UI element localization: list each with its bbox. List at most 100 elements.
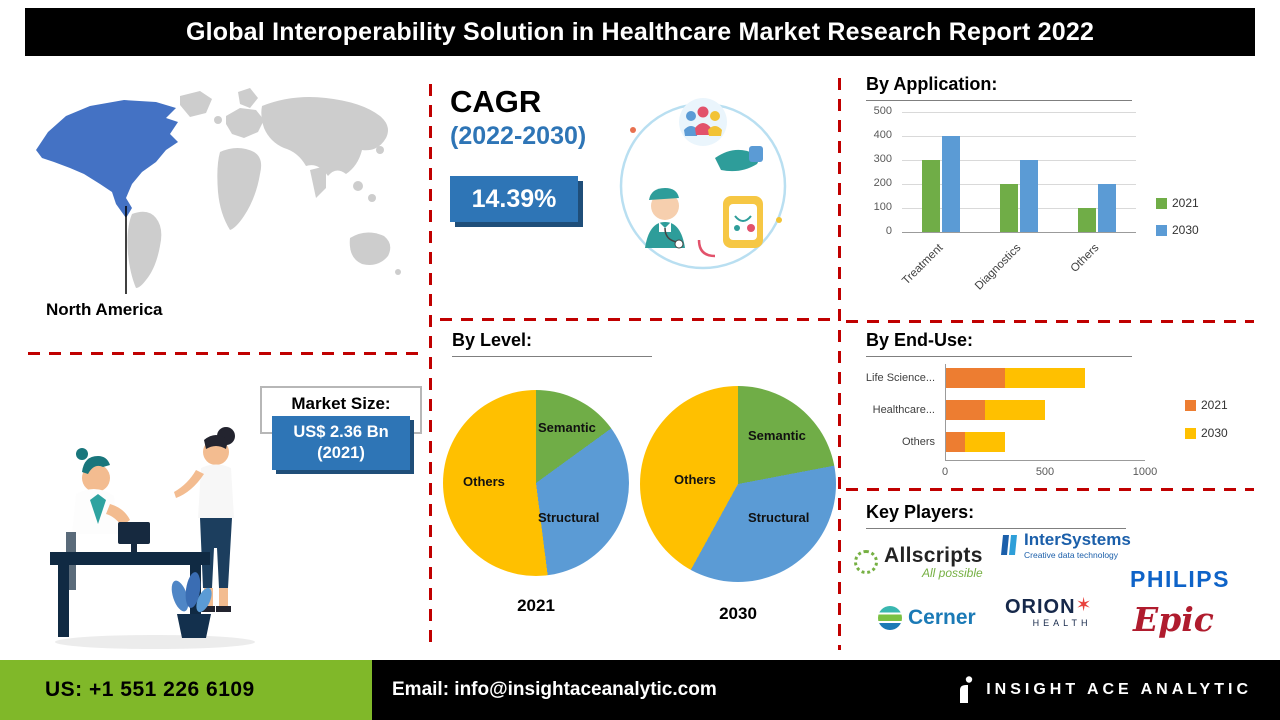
pie-chart-2021: Semantic Structural Others (443, 390, 629, 576)
y-tick-label: 100 (873, 201, 892, 213)
logo-cerner: Cerner (878, 606, 976, 630)
x-category-label: Others (1068, 242, 1102, 275)
healthcare-circle-illustration (619, 98, 787, 270)
pie-label-others: Others (674, 472, 716, 487)
epic-wordmark: Epic (1133, 600, 1214, 639)
philips-wordmark: PHILIPS (1130, 566, 1230, 592)
map-australia (349, 232, 391, 265)
segment-2021 (945, 368, 1005, 388)
market-size-year: (2021) (317, 443, 365, 462)
email-address: Email: info@insightaceanalytic.com (392, 679, 717, 700)
logo-intersystems: InterSystems Creative data technology (1000, 530, 1131, 560)
region-label-north-america: North America (46, 300, 163, 319)
brand: INSIGHT ACE ANALYTIC (953, 675, 1252, 705)
pie-year-2030: 2030 (719, 604, 757, 623)
map-uk (214, 116, 222, 124)
legend-label: 2021 (1201, 398, 1228, 412)
orion-health-subtext: HEALTH (1032, 618, 1092, 628)
legend-swatch (1156, 197, 1167, 209)
intersystems-wordmark: InterSystems (1024, 530, 1131, 549)
cagr-value-box: 14.39% (450, 176, 578, 222)
section-title-by-end-use: By End-Use: (866, 330, 1132, 357)
map-se-asia (353, 181, 363, 191)
bar-2021 (1078, 208, 1096, 232)
legend-item-2021: 2021 (1156, 196, 1199, 210)
segment-2030 (985, 400, 1045, 420)
y-tick-label: 0 (885, 225, 892, 237)
grid-line (902, 208, 1136, 209)
legend-item-2030: 2030 (1156, 223, 1199, 237)
category-label: Others (901, 436, 935, 448)
map-scandinavia (238, 88, 258, 108)
x-axis-line (945, 460, 1145, 461)
y-tick-label: 200 (873, 177, 892, 189)
grid-line (902, 184, 1136, 185)
cerner-wordmark: Cerner (908, 606, 976, 629)
phone-number: US: +1 551 226 6109 (45, 678, 255, 701)
map-greenland (180, 91, 212, 117)
divider-horizontal-right-2 (846, 488, 1254, 491)
footer-bar: US: +1 551 226 6109 Email: info@insighta… (0, 660, 1280, 720)
grid-line (902, 112, 1136, 113)
pie-chart-2030: Semantic Structural Others (640, 386, 836, 582)
category-label: Life Science... (865, 372, 935, 384)
section-title-by-level: By Level: (452, 330, 652, 357)
pie-label-semantic: Semantic (748, 428, 806, 443)
section-title-key-players: Key Players: (866, 502, 1126, 529)
title-bar: Global Interoperability Solution in Heal… (25, 8, 1255, 56)
category-label: Healthcare... (872, 404, 935, 416)
map-europe (226, 108, 264, 138)
map-south-america (127, 211, 162, 288)
market-size-label: Market Size: (291, 394, 391, 413)
y-tick-label: 500 (873, 105, 892, 117)
grid-line (902, 160, 1136, 161)
brand-name: INSIGHT ACE ANALYTIC (986, 681, 1252, 698)
bar-2030 (1098, 184, 1116, 232)
allscripts-wordmark: Allscripts (884, 544, 983, 567)
legend-label: 2021 (1172, 196, 1199, 210)
orion-wordmark: ORION (1005, 596, 1076, 618)
key-players-logos: Allscripts All possible InterSystems Cre… (848, 528, 1255, 658)
pie-year-2021: 2021 (517, 596, 555, 615)
legend-item-2030: 2030 (1185, 426, 1228, 440)
intersystems-icon (1001, 535, 1017, 555)
world-map (36, 88, 401, 294)
x-tick-label: 1000 (1132, 466, 1158, 478)
cerner-swirl-icon (878, 606, 902, 630)
logo-allscripts: Allscripts All possible (854, 544, 983, 580)
map-new-zealand (395, 269, 401, 275)
map-north-america-highlight (36, 100, 178, 218)
divider-vertical-left (429, 84, 432, 650)
segment-2030 (1005, 368, 1085, 388)
divider-horizontal-left (28, 352, 420, 355)
insight-ace-logo-icon (960, 676, 973, 703)
map-japan (376, 146, 384, 154)
market-size-box: Market Size: US$ 2.36 Bn (2021) (260, 386, 422, 471)
logo-epic: Epic (1133, 600, 1214, 639)
market-size-value-box: US$ 2.36 Bn (2021) (272, 416, 410, 471)
page-title: Global Interoperability Solution in Heal… (185, 17, 1095, 46)
pie-label-others: Others (463, 474, 505, 489)
grid-line (902, 136, 1136, 137)
pie-label-structural: Structural (748, 510, 810, 525)
footer-phone-panel: US: +1 551 226 6109 (0, 660, 372, 720)
by-end-use-bar-chart: Life Science... Healthcare... Others 0 500 10… (850, 358, 1255, 488)
x-tick-label: 0 (941, 466, 949, 478)
legend-label: 2030 (1201, 426, 1228, 440)
x-category-label: Diagnostics (972, 242, 1024, 293)
legend-swatch (1185, 399, 1196, 411)
legend-swatch (1156, 224, 1167, 236)
cagr-label: CAGR (450, 84, 542, 119)
map-africa (217, 148, 262, 230)
pie-label-structural: Structural (538, 510, 600, 525)
x-axis-line (902, 232, 1136, 233)
bar-2021 (922, 160, 940, 232)
cagr-period: (2022-2030) (450, 122, 587, 150)
segment-2021 (945, 400, 985, 420)
bar-2030 (1020, 160, 1038, 232)
map-indonesia (368, 194, 376, 202)
divider-vertical-right (838, 78, 841, 650)
segment-2030 (965, 432, 1005, 452)
allscripts-globe-icon (854, 550, 878, 574)
pie-label-semantic: Semantic (538, 420, 596, 435)
